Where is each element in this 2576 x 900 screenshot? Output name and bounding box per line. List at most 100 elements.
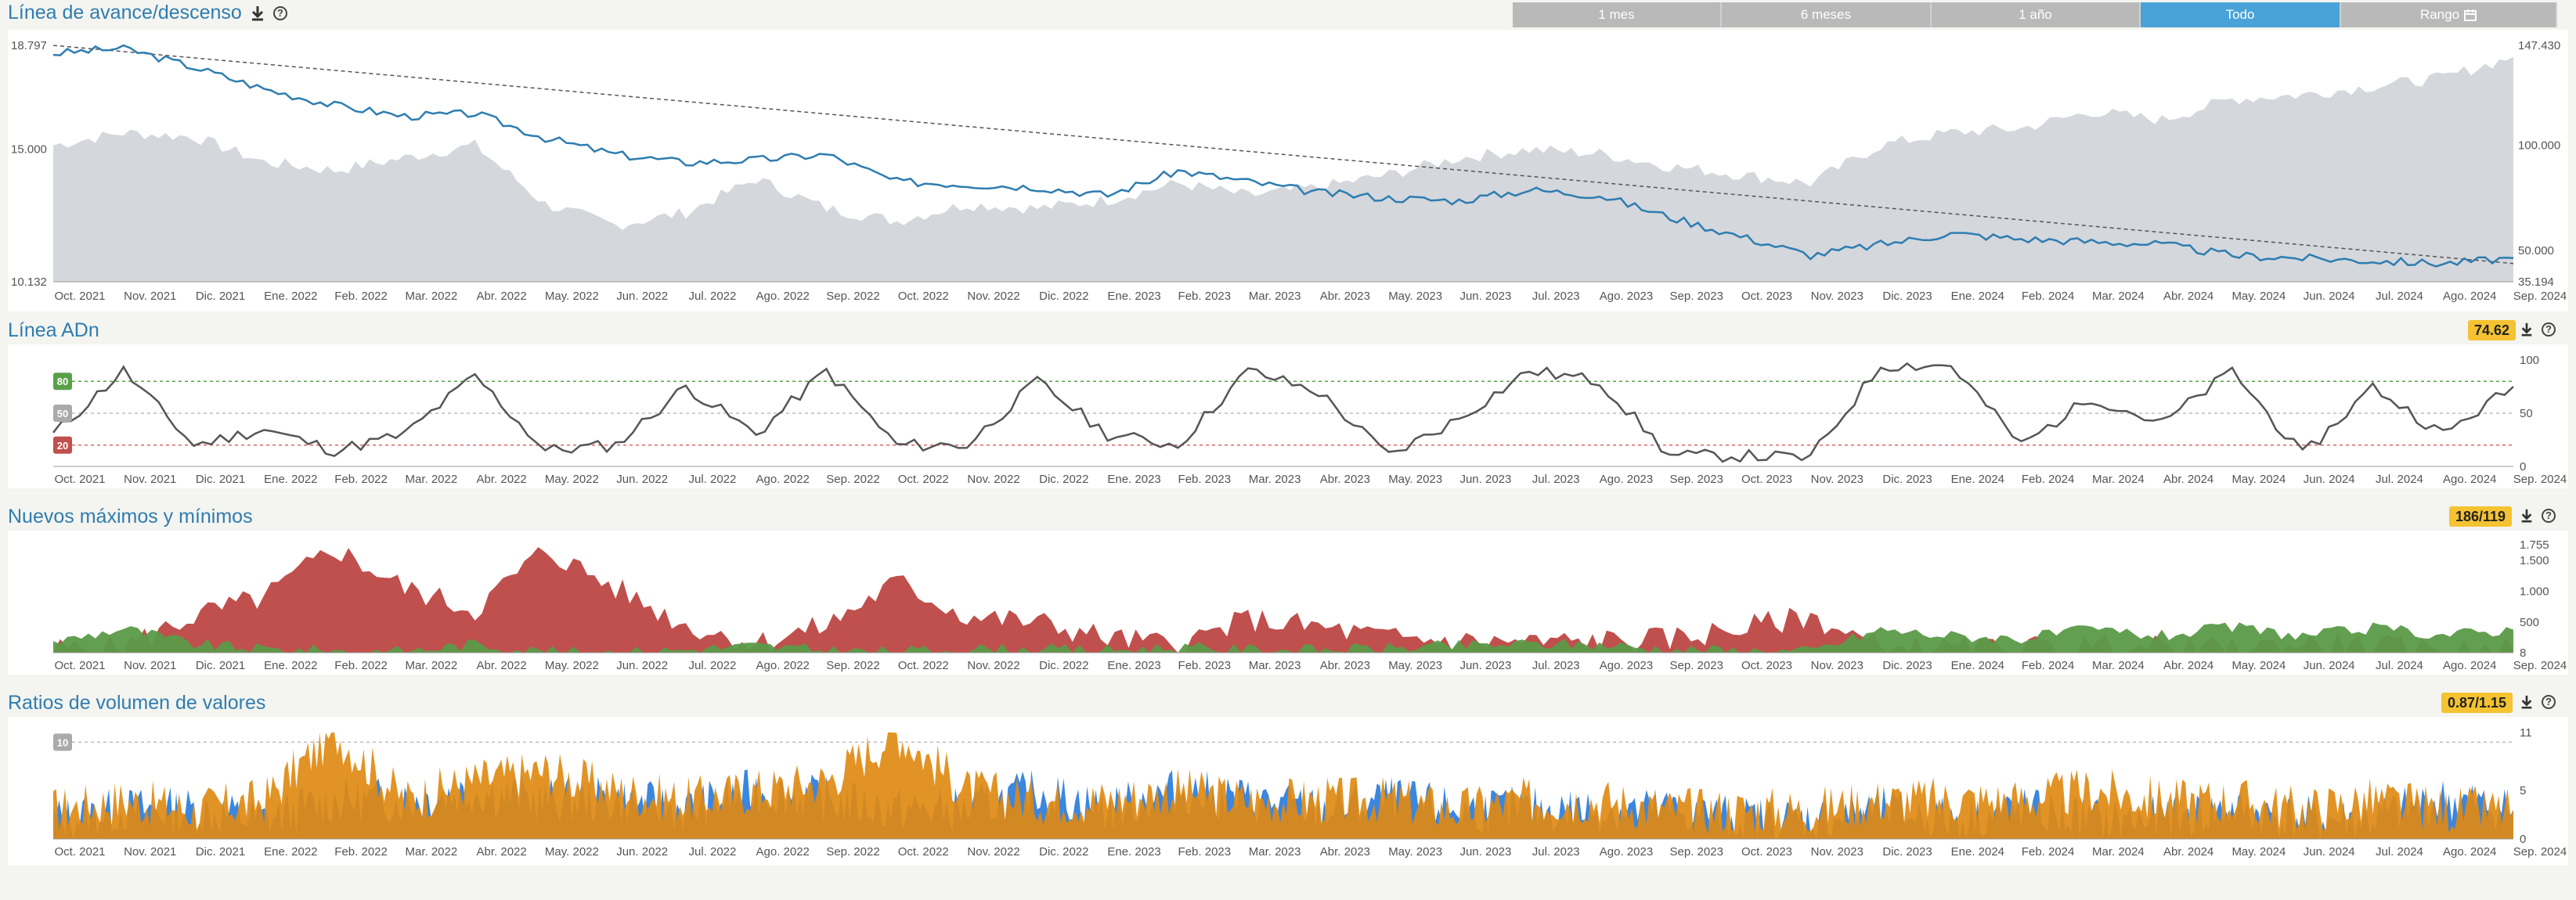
help-icon[interactable]: ? (272, 5, 287, 20)
right-tick-label: 1.000 (2520, 585, 2549, 599)
tab-6-months[interactable]: 6 meses (1722, 2, 1932, 27)
time-range-tabs: 1 mes 6 meses 1 año Todo Rango (1513, 2, 2557, 27)
right-tick-label: 35.194 (2518, 275, 2554, 289)
x-tick-label: Ago. 2024 (2443, 845, 2496, 859)
up-volume-area (53, 733, 2513, 839)
x-tick-label: Jul. 2024 (2376, 290, 2423, 303)
x-tick-label: Abr. 2022 (477, 473, 527, 486)
x-tick-label: May. 2022 (545, 845, 599, 859)
level-badge-50 (53, 405, 72, 422)
x-tick-label: Ago. 2024 (2443, 290, 2496, 303)
x-tick-label: Ago. 2023 (1600, 290, 1653, 303)
highs-lows-header: Nuevos máximos y mínimos (8, 506, 253, 528)
help-icon[interactable]: ? (2542, 322, 2556, 337)
x-tick-label: Jul. 2022 (688, 845, 736, 859)
download-icon[interactable] (2520, 508, 2534, 524)
x-tick-label: Ago. 2023 (1600, 659, 1653, 672)
highs-lows-badge: 186/119 (2449, 506, 2513, 527)
highs-lows-chart: 1.755 1.500 1.000 500 8 Oct. 2021 Nov. 2021 Dic… (53, 538, 2567, 672)
x-tick-label: Sep. 2024 (2513, 473, 2567, 486)
x-tick-label: Jul. 2022 (688, 473, 736, 486)
x-tick-label: Nov. 2021 (124, 290, 176, 303)
adn-value-badge: 74.62 (2468, 320, 2516, 340)
x-tick-label: Nov. 2022 (967, 845, 1019, 859)
x-tick-label: Feb. 2023 (1178, 290, 1232, 303)
x-tick-label: Ago. 2022 (756, 659, 810, 672)
x-tick-label: Ago. 2023 (1600, 845, 1653, 859)
x-tick-label: Dic. 2023 (1882, 290, 1932, 303)
adn-line-panel: 80 50 20 100 50 0 Oct. 2021 Nov. 2021 Dic. 2021 E… (8, 344, 2568, 488)
ad-line-series (52, 44, 2514, 268)
x-tick-label: Sep. 2024 (2513, 659, 2567, 672)
x-tick-label: Oct. 2022 (898, 845, 949, 859)
x-tick-label: Ago. 2024 (2443, 473, 2496, 486)
x-tick-label: Nov. 2023 (1811, 473, 1863, 486)
x-tick-label: Feb. 2023 (1178, 845, 1232, 859)
x-tick-label: Jun. 2024 (2304, 659, 2355, 672)
x-tick-label: Feb. 2022 (334, 290, 388, 303)
x-tick-label: Abr. 2024 (2163, 659, 2213, 672)
x-tick-label: Abr. 2022 (477, 845, 527, 859)
x-tick-label: Ene. 2024 (1951, 659, 2004, 672)
x-tick-label: Mar. 2024 (2092, 290, 2145, 303)
section-title: Línea de avance/descenso (8, 2, 242, 23)
x-tick-label: Ene. 2024 (1951, 290, 2004, 303)
x-tick-label: Oct. 2021 (54, 290, 105, 303)
x-tick-label: Dic. 2022 (1039, 290, 1088, 303)
x-tick-label: Jun. 2024 (2304, 845, 2355, 859)
new-highs-area (53, 622, 2513, 653)
x-tick-label: Jul. 2022 (688, 659, 736, 672)
tab-range[interactable]: Rango (2341, 2, 2557, 27)
adn-line-header: Línea ADn (8, 319, 99, 342)
x-tick-label: Mar. 2022 (405, 290, 457, 303)
x-tick-label: Mar. 2024 (2092, 659, 2145, 672)
download-icon[interactable] (2520, 694, 2534, 710)
x-tick-label: Ago. 2022 (756, 473, 810, 486)
new-lows-area (53, 547, 2513, 653)
tab-1-month[interactable]: 1 mes (1513, 2, 1722, 27)
left-tick-label: 15.000 (11, 142, 47, 156)
x-tick-label: May. 2023 (1388, 473, 1442, 486)
x-tick-label: Sep. 2023 (1670, 290, 1723, 303)
help-icon[interactable]: ? (2542, 509, 2556, 523)
x-tick-label: Dic. 2023 (1882, 659, 1932, 672)
x-tick-label: Jun. 2023 (1459, 473, 1511, 486)
calendar-icon (2464, 9, 2477, 21)
x-tick-label: Feb. 2024 (2022, 473, 2075, 486)
x-tick-label: Jul. 2024 (2376, 473, 2423, 486)
x-tick-label: Jun. 2024 (2304, 473, 2355, 486)
x-tick-label: Dic. 2022 (1039, 659, 1088, 672)
tab-1-year[interactable]: 1 año (1932, 2, 2141, 27)
x-tick-label: Jun. 2022 (616, 659, 668, 672)
right-tick-label: 1.755 (2520, 538, 2549, 552)
x-tick-label: Ene. 2023 (1107, 290, 1160, 303)
right-tick-label: 100.000 (2518, 139, 2560, 153)
x-tick-label: Jul. 2023 (1532, 659, 1580, 672)
x-tick-label: Dic. 2022 (1039, 473, 1088, 486)
help-icon[interactable]: ? (2542, 695, 2556, 709)
x-tick-label: Dic. 2021 (196, 290, 245, 303)
x-tick-label: Nov. 2022 (967, 473, 1019, 486)
x-tick-label: Feb. 2022 (334, 845, 388, 859)
right-tick-label: 5 (2520, 784, 2526, 797)
x-tick-label: Oct. 2022 (898, 290, 949, 303)
x-tick-label: Jun. 2024 (2304, 290, 2355, 303)
x-tick-label: Feb. 2024 (2022, 659, 2075, 672)
x-tick-label: Jul. 2022 (688, 290, 736, 303)
x-tick-label: Abr. 2024 (2163, 845, 2213, 859)
download-icon[interactable] (2520, 322, 2534, 337)
trend-dashed-line (52, 45, 2514, 265)
download-icon[interactable] (250, 5, 265, 22)
x-tick-label: Oct. 2021 (54, 845, 105, 859)
x-tick-label: Ene. 2023 (1107, 473, 1160, 486)
x-tick-label: Ene. 2022 (264, 473, 317, 486)
x-tick-label: Feb. 2022 (334, 473, 388, 486)
tab-all[interactable]: Todo (2141, 2, 2341, 27)
x-tick-label: Dic. 2022 (1039, 845, 1088, 859)
right-tick-label: 100 (2520, 354, 2539, 367)
x-tick-label: Mar. 2023 (1249, 845, 1301, 859)
right-tick-label: 0 (2520, 833, 2526, 846)
left-tick-label: 18.797 (11, 39, 47, 52)
x-tick-label: Dic. 2021 (196, 659, 245, 672)
x-tick-label: Jul. 2023 (1532, 845, 1580, 859)
